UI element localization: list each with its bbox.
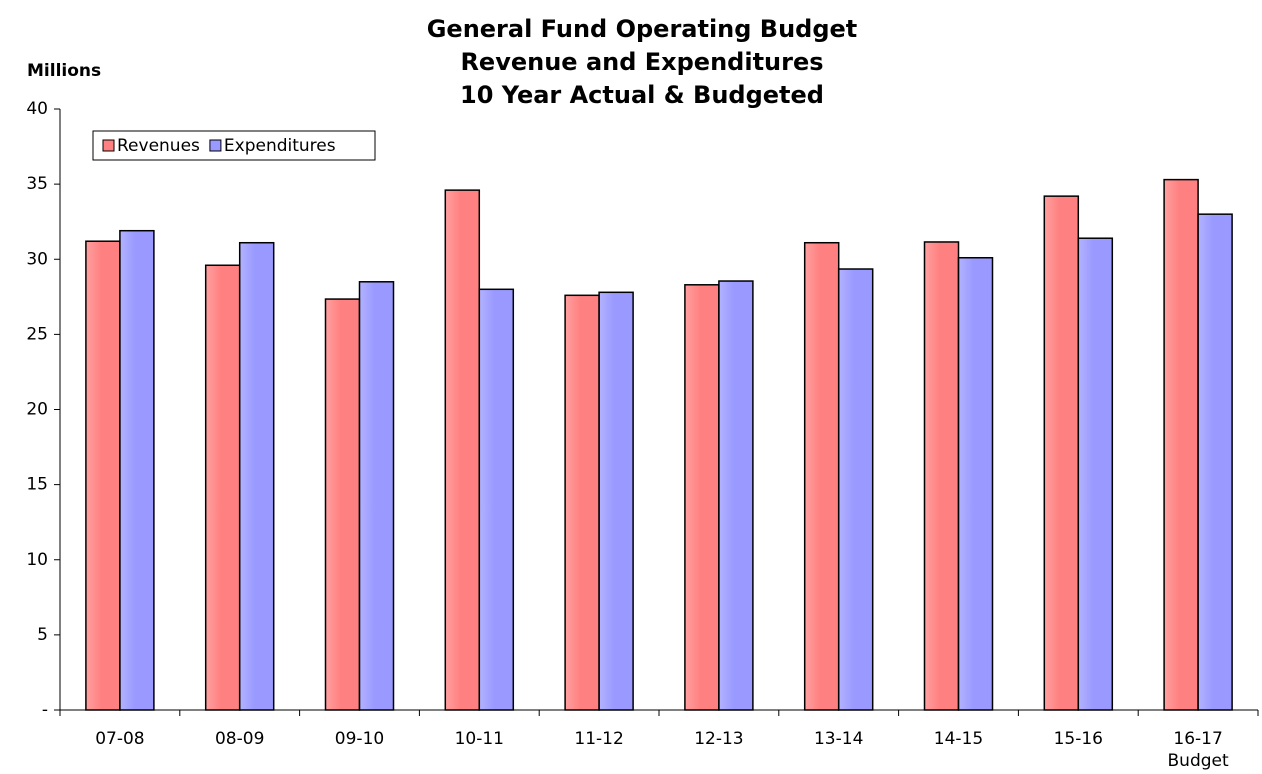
bar [478, 288, 515, 711]
legend-label: Revenues [117, 136, 200, 156]
y-tick-label: 20 [26, 400, 48, 420]
legend-label: Expenditures [224, 136, 336, 156]
bar [718, 280, 754, 711]
y-tick-label: 5 [37, 625, 48, 645]
bar [1077, 237, 1114, 711]
y-tick-label: 10 [26, 550, 48, 570]
y-tick-label: 40 [26, 99, 48, 119]
x-tick-label: 15-16 [1053, 729, 1103, 749]
bar [803, 241, 840, 711]
bar [1163, 178, 1199, 711]
bar [923, 241, 960, 711]
y-tick-label: 15 [26, 475, 48, 495]
y-axis-label: Millions [27, 61, 101, 81]
x-tick-label: 14-15 [933, 729, 984, 749]
legend-swatch [102, 139, 115, 152]
x-tick-label: 10-11 [454, 729, 504, 749]
y-tick-label: - [42, 700, 48, 720]
x-tick-label: 16-17 Budget [1167, 729, 1229, 771]
x-tick-label: 12-13 [694, 729, 744, 749]
bar [85, 240, 121, 711]
bar [119, 229, 155, 711]
chart-title: Revenue and Expenditures [460, 48, 823, 76]
bar [204, 264, 241, 711]
bar [238, 241, 275, 711]
y-tick-label: 25 [26, 324, 48, 344]
x-tick-label: 08-09 [214, 729, 265, 749]
bar [684, 284, 720, 711]
x-tick-label: 09-10 [334, 729, 385, 749]
legend-box [92, 130, 376, 161]
x-tick-label: 07-08 [95, 729, 145, 749]
bar [1197, 213, 1233, 711]
bar [1043, 195, 1080, 711]
legend-swatch [209, 139, 222, 152]
chart-title: General Fund Operating Budget [427, 15, 858, 43]
bar [957, 256, 994, 711]
y-tick-label: 35 [26, 174, 48, 194]
bar [444, 189, 481, 711]
y-tick-label: 30 [26, 249, 48, 269]
x-tick-label: 11-12 [574, 729, 624, 749]
bar [837, 268, 874, 711]
bar [564, 294, 600, 711]
bar [324, 298, 361, 711]
bar [598, 291, 634, 711]
chart-title: 10 Year Actual & Budgeted [460, 81, 824, 109]
x-tick-label: 13-14 [813, 729, 864, 749]
bar [358, 281, 395, 711]
